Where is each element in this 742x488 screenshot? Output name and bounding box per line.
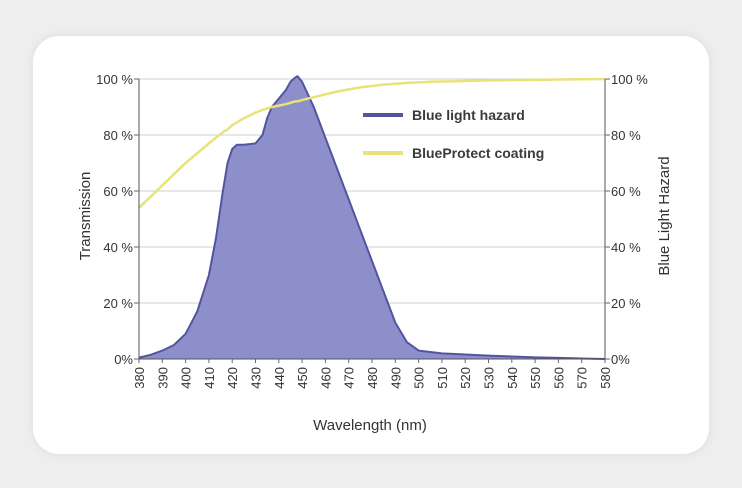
x-ticks: 380 390 400 410 420 430 440 450 460 470 480 490 500 5… [132,359,613,389]
x-tick-label: 470 [342,367,357,389]
y-tick-label-left: 20 % [103,296,133,311]
x-tick-label: 400 [179,367,194,389]
x-tick-label: 410 [202,367,217,389]
x-tick-label: 460 [318,367,333,389]
x-tick-label: 540 [505,367,520,389]
plot-area [138,75,606,360]
x-axis-title: Wavelength (nm) [313,417,427,434]
y-ticks-right: 0% 20 % 40 % 60 % 80 % 100 % [605,72,648,367]
x-tick-label: 490 [388,367,403,389]
x-tick-label: 520 [458,367,473,389]
y-tick-label-right: 20 % [611,296,641,311]
x-tick-label: 480 [365,367,380,389]
series-area-blue-light-hazard [139,76,605,359]
y-tick-label-right: 80 % [611,128,641,143]
y-tick-label-left: 60 % [103,184,133,199]
x-tick-label: 560 [551,367,566,389]
x-tick-label: 570 [575,367,590,389]
x-tick-label: 380 [132,367,147,389]
legend-label-blueprotect-coating: BlueProtect coating [412,145,544,161]
series-line-blue-light-hazard [138,75,606,360]
y-axis-title-left: Transmission [77,172,94,261]
y-tick-label-right: 100 % [611,72,648,87]
x-tick-label: 510 [435,367,450,389]
y-tick-label-left: 40 % [103,240,133,255]
x-tick-label: 420 [225,367,240,389]
x-tick-label: 550 [528,367,543,389]
x-tick-label: 530 [482,367,497,389]
y-ticks-left: 0% 20 % 40 % 60 % 80 % 100 % [96,72,139,367]
x-tick-label: 580 [598,367,613,389]
chart-card: 380 390 400 410 420 430 440 450 460 470 480 490 500 5… [33,36,709,454]
legend-label-blue-light-hazard: Blue light hazard [412,107,525,123]
y-tick-label-left: 100 % [96,72,133,87]
y-tick-label-right: 40 % [611,240,641,255]
y-tick-label-right: 60 % [611,184,641,199]
y-axis-title-right: Blue Light Hazard [656,156,673,275]
legend: Blue light hazard BlueProtect coating [363,107,544,161]
x-tick-label: 430 [249,367,264,389]
series-line-blueprotect-coating [138,77,606,209]
x-tick-label: 500 [412,367,427,389]
y-tick-label-left: 80 % [103,128,133,143]
y-tick-label-right: 0% [611,352,630,367]
chart-svg: 380 390 400 410 420 430 440 450 460 470 480 490 500 5… [77,72,673,434]
y-tick-label-left: 0% [114,352,133,367]
x-tick-label: 390 [155,367,170,389]
x-tick-label: 440 [272,367,287,389]
x-tick-label: 450 [295,367,310,389]
